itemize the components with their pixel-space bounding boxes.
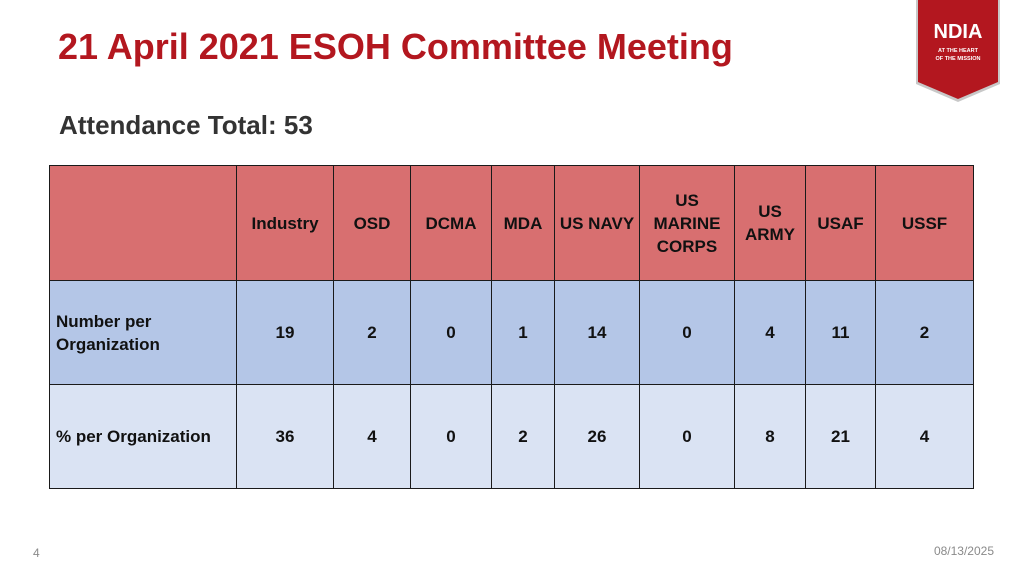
column-header-mda: MDA (491, 165, 555, 281)
table-header-row: Industry OSD DCMA MDA US NAVY US MARINE … (49, 165, 974, 281)
table-cell: 11 (805, 280, 876, 385)
attendance-table: Industry OSD DCMA MDA US NAVY US MARINE … (49, 165, 974, 489)
column-header-us-army: US ARMY (734, 165, 806, 281)
row-label: Number per Organization (49, 280, 237, 385)
table-cell: 21 (805, 384, 876, 489)
slide-number: 4 (33, 546, 40, 560)
column-header-osd: OSD (333, 165, 411, 281)
table-cell: 2 (875, 280, 974, 385)
table-cell: 4 (875, 384, 974, 489)
slide-date: 08/13/2025 (933, 544, 994, 558)
table-cell: 0 (639, 280, 735, 385)
logo-tagline-2: OF THE MISSION (936, 56, 981, 62)
logo-wordmark: NDIA (934, 21, 983, 43)
table-cell: 2 (333, 280, 411, 385)
table-cell: 36 (236, 384, 334, 489)
table-cell: 14 (554, 280, 640, 385)
table-cell: 0 (639, 384, 735, 489)
row-label: % per Organization (49, 384, 237, 489)
table-cell: 4 (333, 384, 411, 489)
column-header-usaf: USAF (805, 165, 876, 281)
table-row-percent: % per Organization 36 4 0 2 26 0 8 21 4 (49, 384, 974, 489)
slide-title: 21 April 2021 ESOH Committee Meeting (58, 26, 733, 67)
ndia-logo: NDIA AT THE HEART OF THE MISSION (916, 0, 1000, 102)
table-row-number: Number per Organization 19 2 0 1 14 0 4 … (49, 280, 974, 385)
column-header-dcma: DCMA (410, 165, 492, 281)
logo-tagline-1: AT THE HEART (938, 48, 979, 54)
column-header-industry: Industry (236, 165, 334, 281)
table-cell: 8 (734, 384, 806, 489)
table-cell: 4 (734, 280, 806, 385)
table-cell: 26 (554, 384, 640, 489)
table-cell: 1 (491, 280, 555, 385)
table-cell: 2 (491, 384, 555, 489)
column-header-us-marine-corps: US MARINE CORPS (639, 165, 735, 281)
column-header-ussf: USSF (875, 165, 974, 281)
corner-cell (49, 165, 237, 281)
attendance-total: Attendance Total: 53 (59, 110, 313, 140)
table-cell: 0 (410, 280, 492, 385)
column-header-us-navy: US NAVY (554, 165, 640, 281)
table-cell: 19 (236, 280, 334, 385)
table-cell: 0 (410, 384, 492, 489)
